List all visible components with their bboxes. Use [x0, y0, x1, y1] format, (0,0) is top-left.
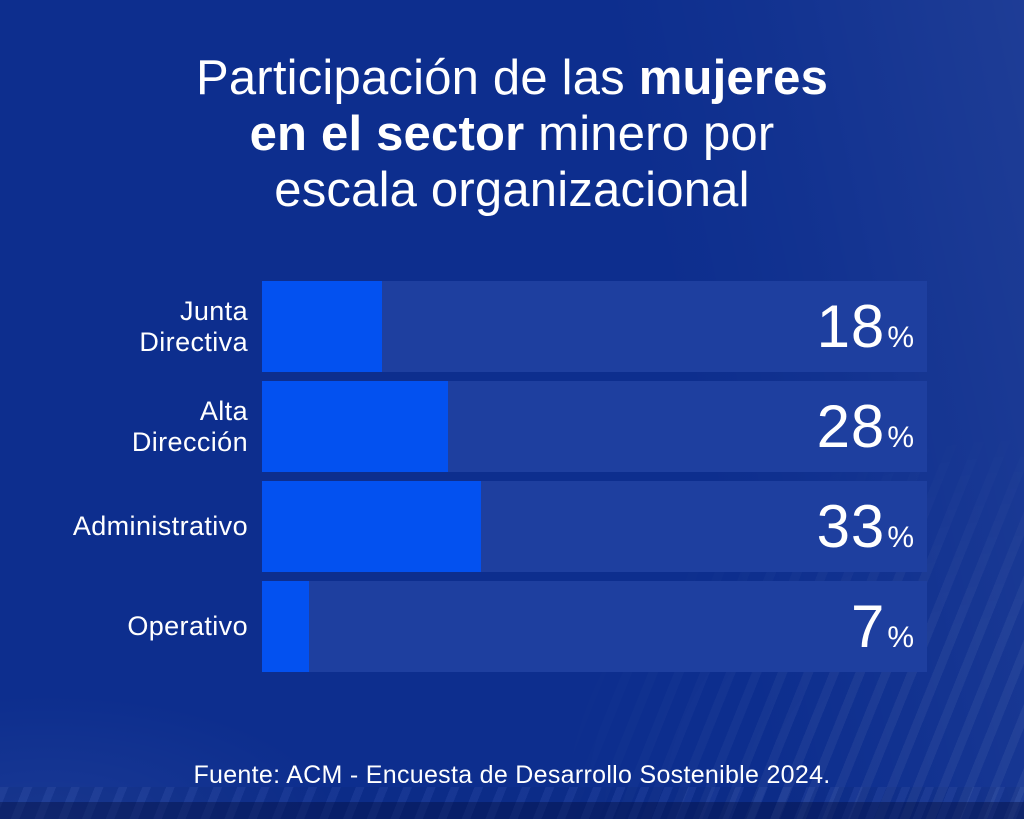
title-line-3: escala organizacional	[274, 163, 750, 217]
bar-track: 28%	[262, 381, 927, 472]
bottom-band	[0, 802, 1024, 819]
value-label: 28%	[816, 392, 914, 460]
value-number: 28	[816, 392, 886, 460]
title-line-1: Participación de las mujeres	[195, 51, 829, 105]
title-line-2: en el sector minero por	[249, 107, 775, 161]
value-number: 33	[816, 492, 886, 560]
bar-row: Junta Directiva 18%	[0, 281, 1024, 372]
bar-track: 33%	[262, 481, 927, 572]
category-label: Junta Directiva	[139, 295, 248, 357]
value-label: 18%	[816, 292, 914, 360]
bar-track: 18%	[262, 281, 927, 372]
chart-title: Participación de las mujeres en el secto…	[0, 50, 1024, 218]
bar-fill	[262, 381, 449, 472]
percent-sign: %	[887, 620, 914, 654]
bar-row: Operativo 7%	[0, 581, 1024, 672]
percent-sign: %	[887, 520, 914, 554]
category-label: Operativo	[127, 611, 248, 641]
category-label: Alta Dirección	[131, 395, 248, 457]
value-label: 33%	[816, 492, 914, 560]
percent-sign: %	[887, 320, 914, 354]
bar-track: 7%	[262, 581, 927, 672]
bar-fill	[262, 581, 309, 672]
value-label: 7%	[850, 592, 914, 660]
bar-row: Administrativo 33%	[0, 481, 1024, 572]
bar-chart: Junta Directiva 18% Alta Dirección 28% Adm…	[0, 281, 1024, 681]
bottom-stripes-texture	[0, 787, 1024, 819]
bar-row: Alta Dirección 28%	[0, 381, 1024, 472]
category-label: Administrativo	[72, 511, 248, 541]
source-note: Fuente: ACM - Encuesta de Desarrollo Sos…	[193, 761, 831, 789]
value-number: 18	[816, 292, 886, 360]
bar-fill	[262, 281, 382, 372]
value-number: 7	[850, 592, 886, 660]
percent-sign: %	[887, 420, 914, 454]
bar-fill	[262, 481, 482, 572]
